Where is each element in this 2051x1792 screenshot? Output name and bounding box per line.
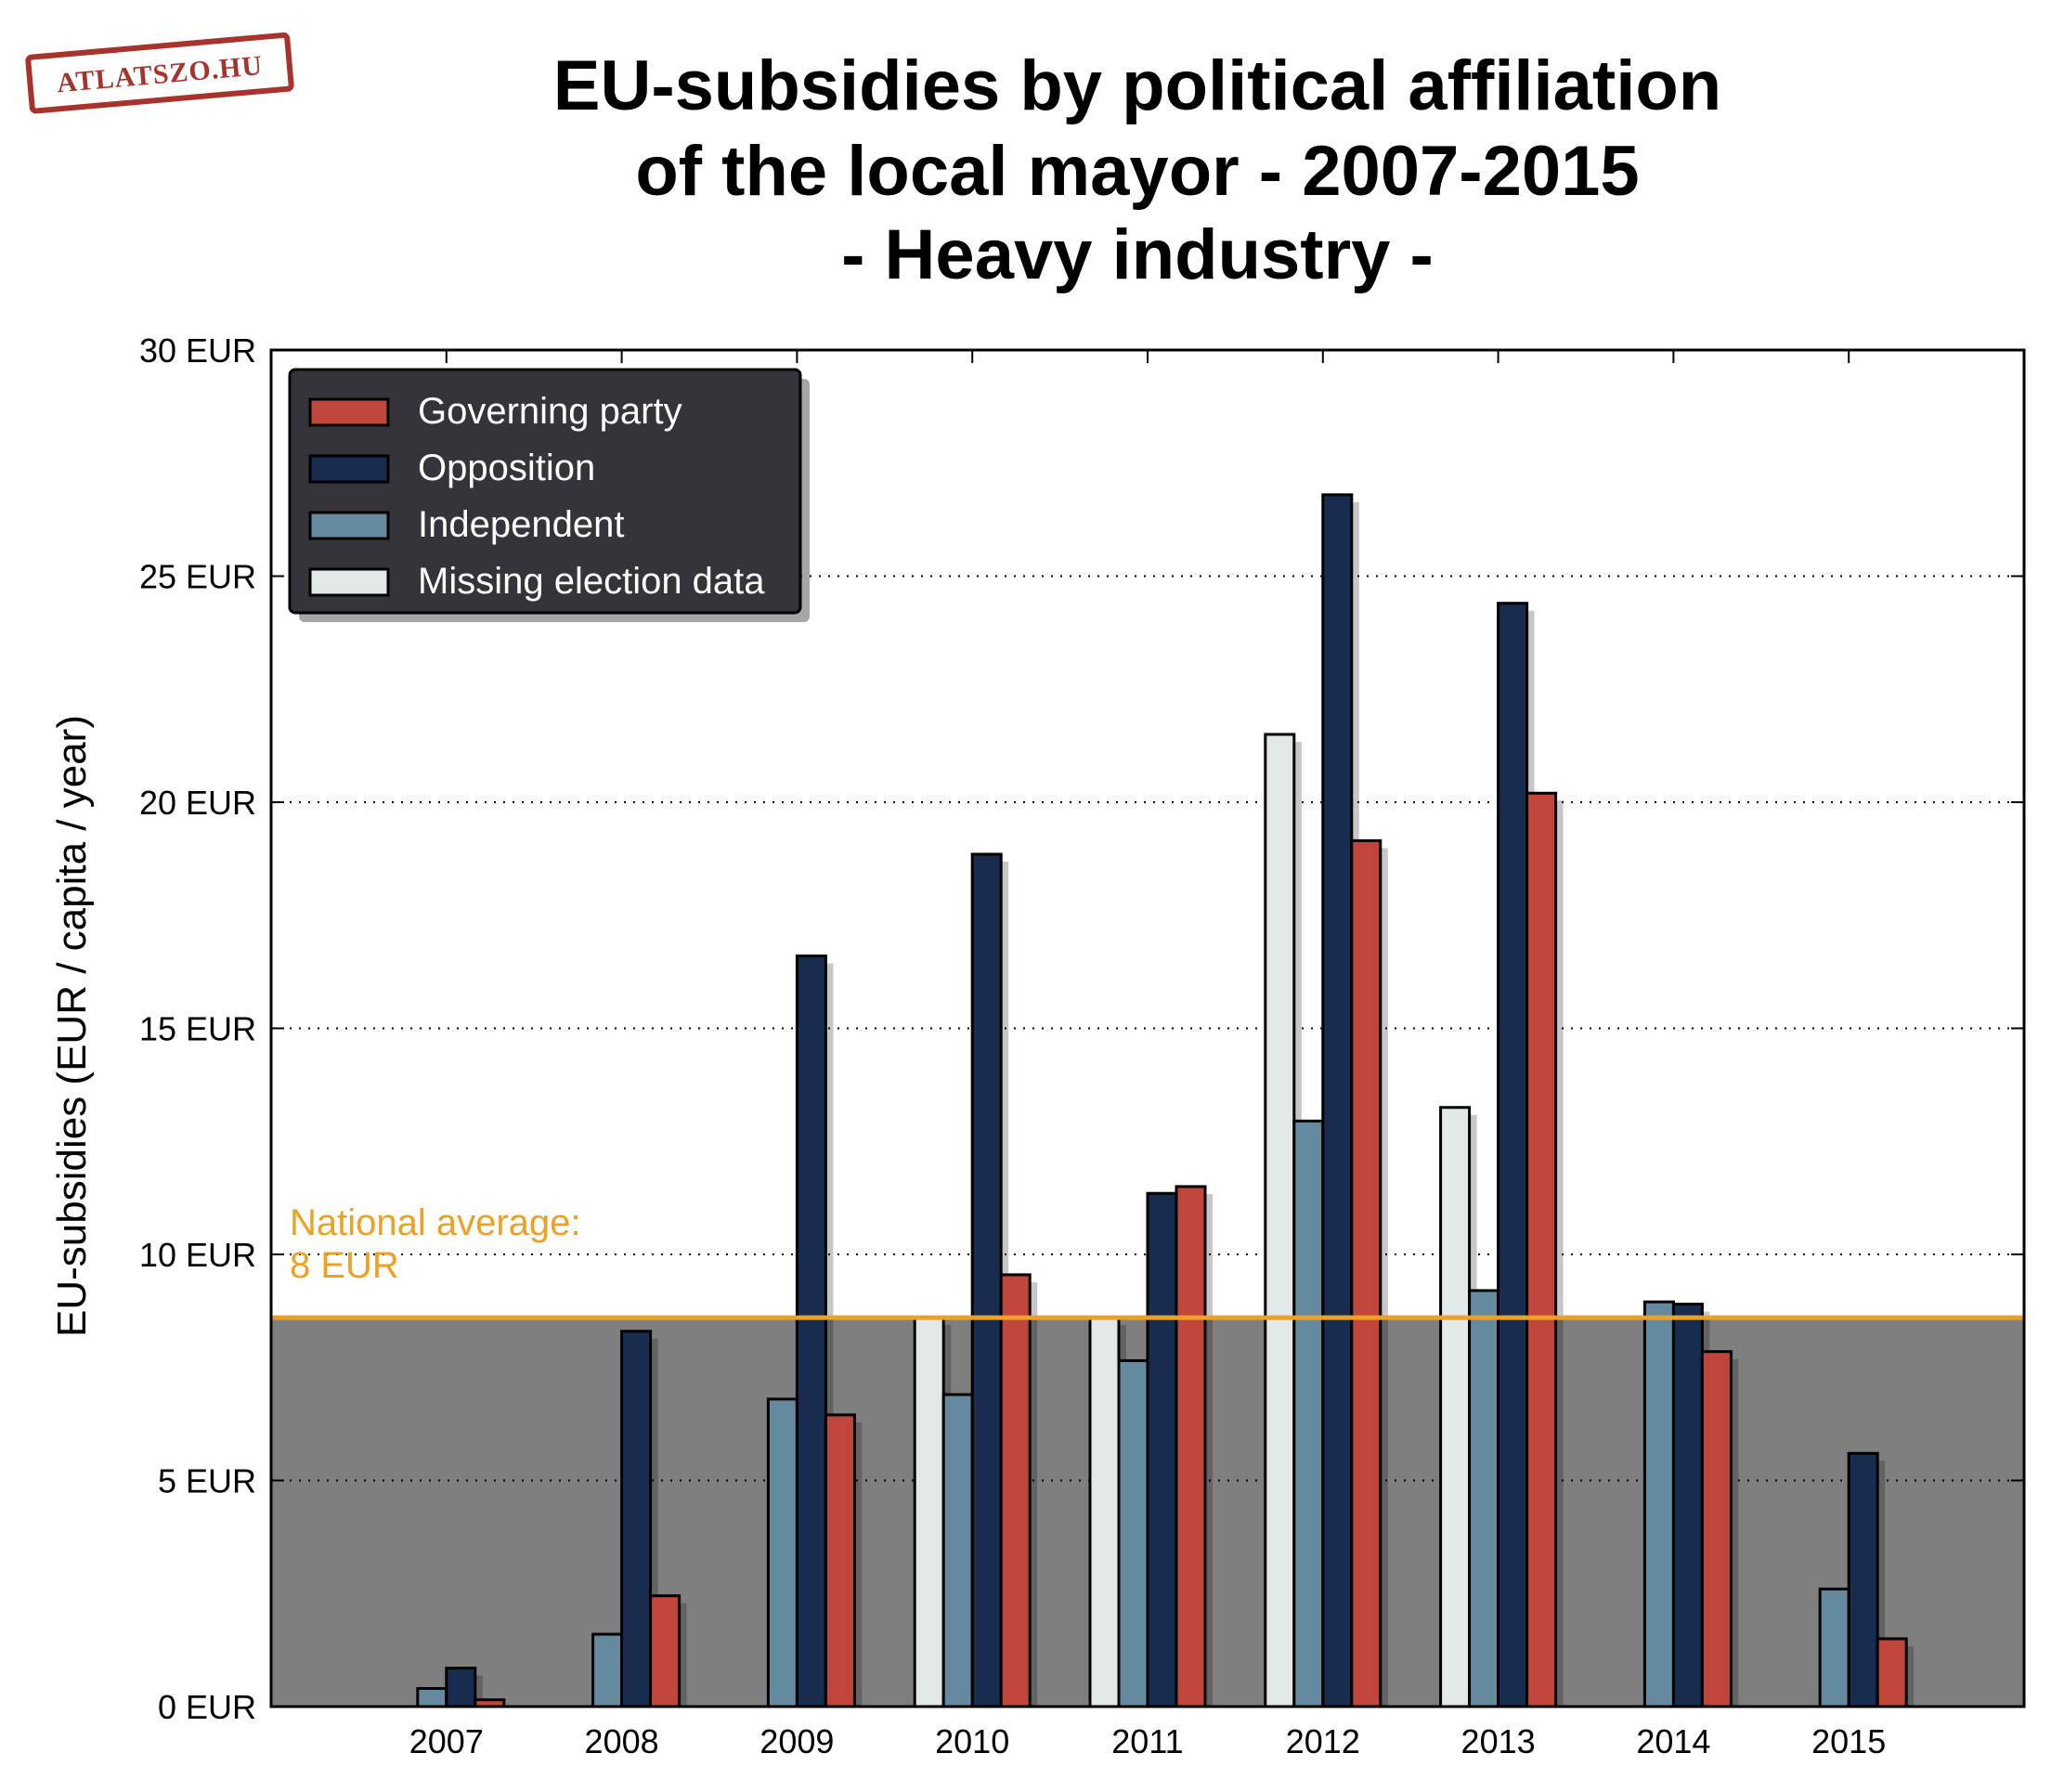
legend-label: Missing election data <box>418 561 765 602</box>
x-tick-label: 2009 <box>759 1722 834 1760</box>
x-tick-label: 2013 <box>1461 1722 1536 1760</box>
y-axis-label: EU-subsidies (EUR / capita / year) <box>49 715 95 1337</box>
x-tick-label: 2012 <box>1286 1722 1360 1760</box>
bar <box>1497 602 1529 1708</box>
x-axis-ticks: 2007 2008 2009 2010 2011 2012 2013 2014 2015 <box>409 350 1886 1760</box>
legend-box <box>288 368 802 615</box>
bar <box>970 852 1003 1708</box>
bar <box>1818 1587 1850 1708</box>
y-tick-label: 20 EUR <box>139 784 256 822</box>
y-tick-label: 25 EUR <box>139 558 256 596</box>
bar <box>1847 1451 1879 1708</box>
bar <box>1439 1106 1472 1708</box>
bar <box>1525 791 1558 1708</box>
bar-group-2009 <box>766 954 863 1708</box>
bar-group-2014 <box>1642 1300 1739 1708</box>
y-tick-label: 5 EUR <box>158 1462 256 1500</box>
national-average-label-line2: 8 EUR <box>290 1245 399 1286</box>
bar <box>445 1667 477 1708</box>
chart-title: EU-subsidies by political affiliation of… <box>553 46 1721 294</box>
bar <box>1468 1289 1500 1708</box>
bar <box>766 1397 798 1708</box>
legend-label: Governing party <box>418 391 682 432</box>
bar <box>1700 1350 1733 1708</box>
legend-swatch <box>308 567 390 597</box>
y-tick-label: 15 EUR <box>139 1010 256 1048</box>
bar-group-2010 <box>913 852 1038 1708</box>
bar <box>941 1393 974 1708</box>
bars <box>416 493 1915 1708</box>
title-line-1: EU-subsidies by political affiliation <box>553 46 1721 125</box>
bar <box>649 1594 682 1708</box>
bar <box>1264 733 1296 1708</box>
national-average-label-line1: National average: <box>290 1202 581 1243</box>
title-line-3: - Heavy industry - <box>841 215 1434 294</box>
x-tick-label: 2007 <box>409 1722 484 1760</box>
title-line-2: of the local mayor - 2007-2015 <box>635 132 1639 211</box>
bar <box>416 1687 448 1708</box>
legend-label: Independent <box>418 504 624 545</box>
bar <box>824 1413 856 1708</box>
bar <box>999 1273 1032 1708</box>
legend-swatch <box>308 397 390 427</box>
bar-group-2013 <box>1439 602 1564 1708</box>
x-tick-label: 2011 <box>1111 1722 1183 1760</box>
bar <box>1671 1303 1704 1708</box>
bar <box>795 954 827 1708</box>
bar <box>1292 1119 1325 1708</box>
y-tick-label: 30 EUR <box>139 331 256 370</box>
bar <box>1642 1300 1675 1708</box>
logo-stamp-frame <box>25 32 294 114</box>
y-tick-label: 0 EUR <box>158 1688 256 1726</box>
bar-group-2008 <box>591 1330 687 1708</box>
bar <box>1350 838 1382 1708</box>
y-tick-label: 10 EUR <box>139 1236 256 1274</box>
bar <box>1175 1185 1207 1708</box>
bar <box>591 1632 624 1708</box>
bar <box>1146 1191 1178 1708</box>
legend: Governing party Opposition Independent Miss… <box>288 368 810 622</box>
bar <box>1876 1637 1908 1708</box>
bar <box>913 1316 945 1708</box>
x-tick-label: 2014 <box>1636 1722 1710 1760</box>
bar-group-2012 <box>1264 493 1388 1708</box>
bar <box>1117 1358 1149 1708</box>
x-tick-label: 2008 <box>585 1722 659 1760</box>
y-axis-ticks: 0 EUR 5 EUR 10 EUR 15 EUR 20 EUR 25 EUR 30 EUR <box>139 331 2024 1726</box>
x-tick-label: 2010 <box>935 1722 1009 1760</box>
legend-label: Opposition <box>418 448 595 488</box>
bar <box>1321 493 1354 1708</box>
legend-swatch <box>308 454 390 484</box>
atlatszo-logo: ATLATSZO.HU <box>25 32 294 114</box>
legend-swatch <box>308 511 390 540</box>
x-tick-label: 2015 <box>1811 1722 1886 1760</box>
bar <box>1088 1316 1121 1708</box>
bar <box>620 1330 653 1708</box>
